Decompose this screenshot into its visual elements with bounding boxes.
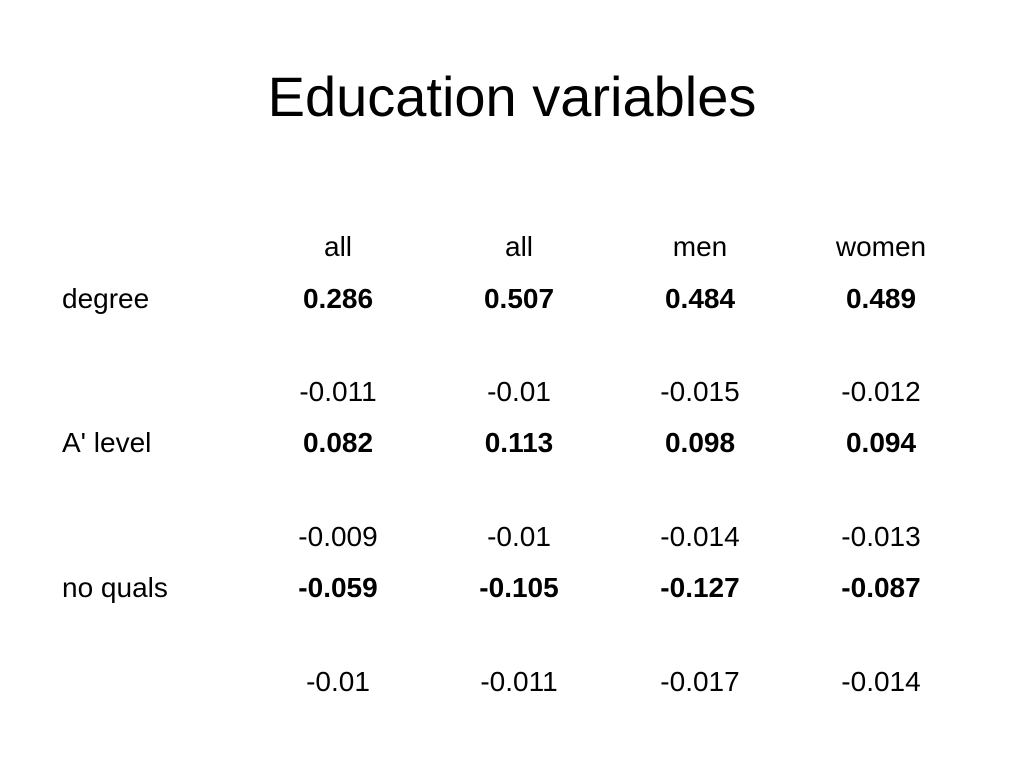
coefficient-cell: 0.094	[845, 427, 917, 458]
row-label-degree: degree	[62, 283, 150, 314]
coefficient-cell: 0.286	[302, 283, 374, 314]
standard-error-cell: -0.01	[487, 376, 551, 407]
standard-error-cell: -0.013	[841, 521, 921, 552]
coefficient-cell: -0.105	[479, 572, 559, 603]
column-header-men: men	[672, 231, 728, 262]
standard-error-cell: -0.014	[660, 521, 740, 552]
column-header-women: women	[835, 231, 927, 262]
standard-error-cell: -0.017	[660, 666, 740, 697]
coefficient-cell: 0.113	[484, 427, 554, 458]
coefficient-cell: -0.059	[298, 572, 378, 603]
slide-title: Education variables	[267, 65, 757, 128]
coefficient-cell: -0.087	[841, 572, 921, 603]
standard-error-cell: -0.012	[841, 376, 921, 407]
row-label-no-quals: no quals	[62, 572, 168, 603]
column-header-all-1: all	[323, 231, 353, 262]
coefficient-cell: 0.507	[483, 283, 555, 314]
coefficient-cell: 0.082	[302, 427, 374, 458]
standard-error-cell: -0.011	[480, 666, 558, 697]
coefficient-cell: 0.098	[664, 427, 736, 458]
coefficient-cell: 0.484	[664, 283, 736, 314]
standard-error-cell: -0.015	[660, 376, 740, 407]
standard-error-cell: -0.011	[299, 376, 377, 407]
standard-error-cell: -0.014	[841, 666, 921, 697]
standard-error-cell: -0.01	[306, 666, 370, 697]
column-header-all-2: all	[504, 231, 534, 262]
standard-error-cell: -0.01	[487, 521, 551, 552]
row-label-a-level: A' level	[62, 427, 152, 458]
coefficient-cell: 0.489	[845, 283, 917, 314]
coefficient-cell: -0.127	[660, 572, 740, 603]
standard-error-cell: -0.009	[298, 521, 378, 552]
